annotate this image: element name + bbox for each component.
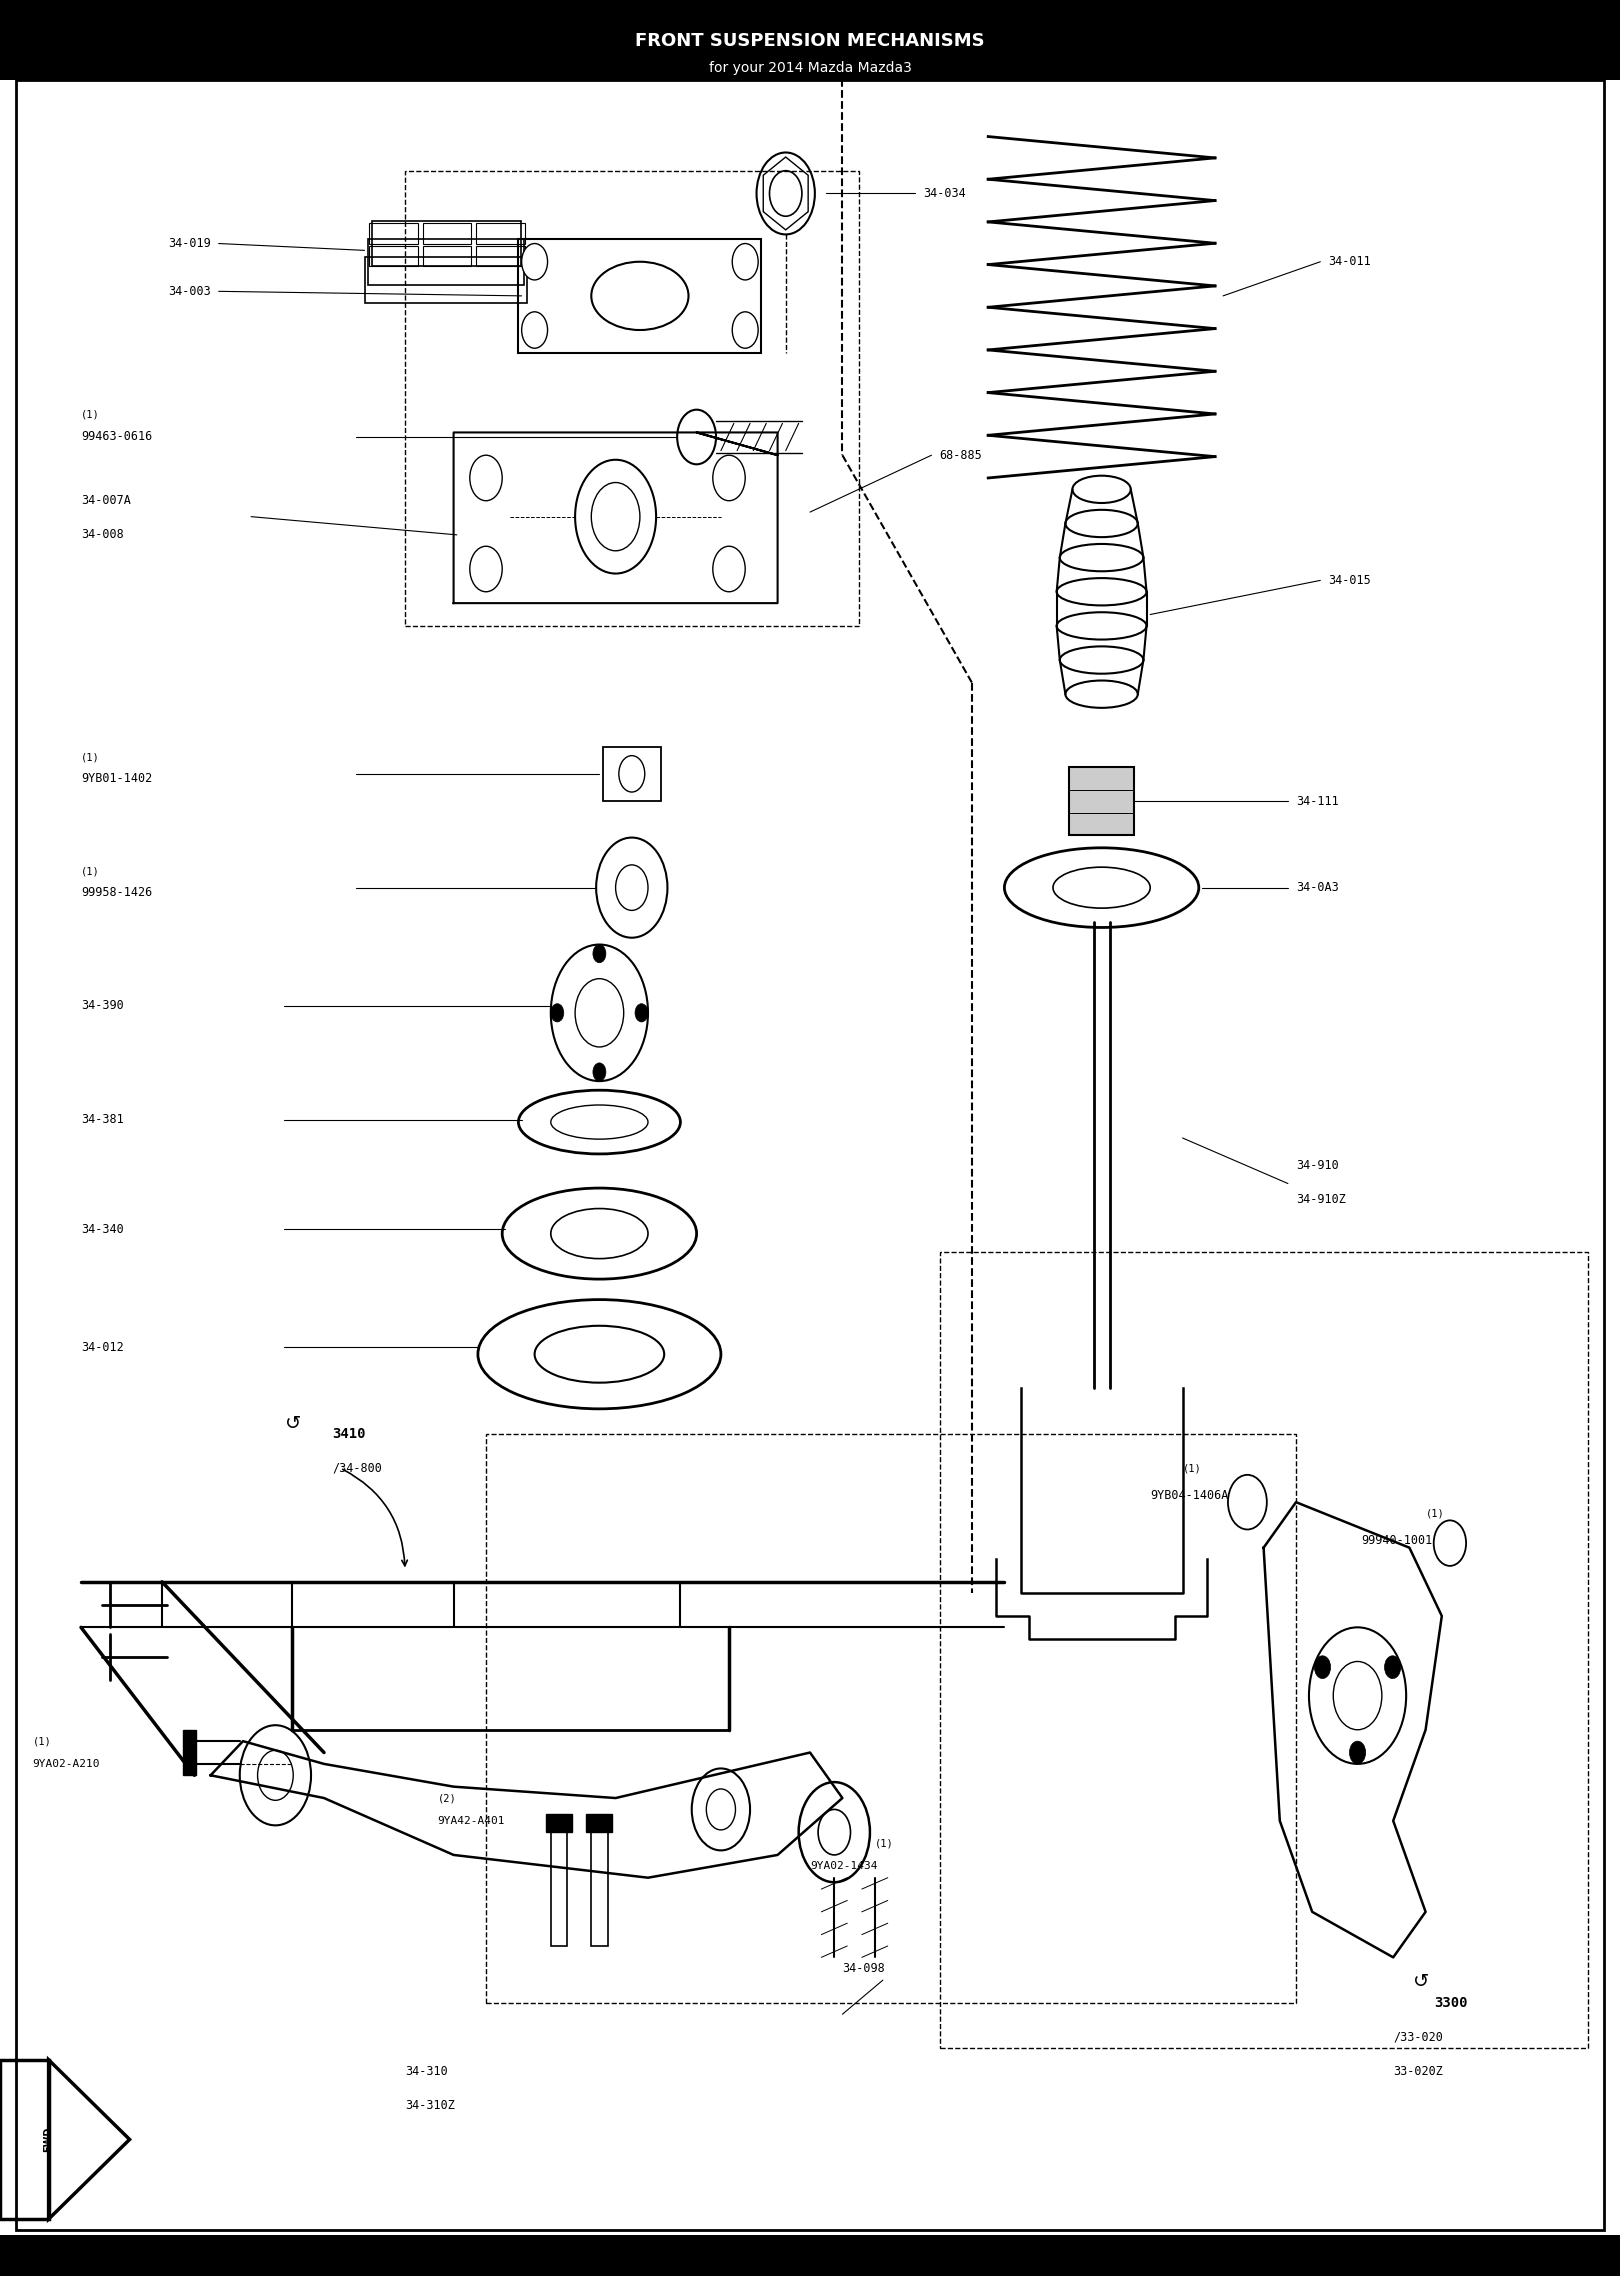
Text: 34-910: 34-910 xyxy=(1296,1158,1338,1172)
Circle shape xyxy=(1314,1657,1330,1680)
Text: (1): (1) xyxy=(1183,1463,1202,1473)
Text: 34-003: 34-003 xyxy=(168,284,211,298)
Bar xyxy=(0,2235,1620,2276)
Text: (1): (1) xyxy=(875,1839,894,1848)
Text: (1): (1) xyxy=(1426,1509,1445,1518)
Text: FRONT SUSPENSION MECHANISMS: FRONT SUSPENSION MECHANISMS xyxy=(635,32,985,50)
Bar xyxy=(373,221,522,266)
Text: for your 2014 Mazda Mazda3: for your 2014 Mazda Mazda3 xyxy=(708,61,912,75)
Circle shape xyxy=(240,1725,311,1825)
Text: 34-111: 34-111 xyxy=(1296,794,1338,808)
Bar xyxy=(368,239,523,284)
Text: 9YA02-1434: 9YA02-1434 xyxy=(810,1862,878,1871)
Circle shape xyxy=(593,1063,606,1081)
Bar xyxy=(423,246,471,266)
Bar xyxy=(0,2060,49,2219)
Bar xyxy=(591,1821,608,1946)
Circle shape xyxy=(1228,1475,1267,1529)
Text: 99463-0616: 99463-0616 xyxy=(81,430,152,444)
Bar xyxy=(486,1434,1296,2003)
Text: 34-310Z: 34-310Z xyxy=(405,2098,455,2112)
Text: 9YA42-A401: 9YA42-A401 xyxy=(437,1816,505,1825)
Bar xyxy=(423,223,471,244)
Text: (2): (2) xyxy=(437,1793,457,1803)
Circle shape xyxy=(522,244,548,280)
Bar xyxy=(369,246,418,266)
Text: $\circlearrowleft$: $\circlearrowleft$ xyxy=(1409,1971,1430,1989)
Circle shape xyxy=(551,1004,564,1022)
Bar xyxy=(546,1814,572,1832)
Text: 34-381: 34-381 xyxy=(81,1113,123,1127)
Text: /34-800: /34-800 xyxy=(332,1461,382,1475)
Ellipse shape xyxy=(551,1209,648,1259)
Circle shape xyxy=(1385,1657,1401,1680)
Text: 34-340: 34-340 xyxy=(81,1222,123,1236)
Text: 34-007A: 34-007A xyxy=(81,494,131,508)
Text: $\circlearrowleft$: $\circlearrowleft$ xyxy=(282,1413,301,1432)
Circle shape xyxy=(732,244,758,280)
Text: 34-034: 34-034 xyxy=(923,187,966,200)
Text: 34-390: 34-390 xyxy=(81,999,123,1013)
Circle shape xyxy=(522,312,548,348)
Bar xyxy=(603,747,661,801)
Text: 99940-1001: 99940-1001 xyxy=(1361,1534,1432,1548)
Text: 34-011: 34-011 xyxy=(1328,255,1371,269)
Text: 99958-1426: 99958-1426 xyxy=(81,885,152,899)
Bar xyxy=(476,246,525,266)
Bar xyxy=(518,239,761,353)
Text: (1): (1) xyxy=(81,410,100,419)
Bar xyxy=(369,223,418,244)
Circle shape xyxy=(770,171,802,216)
Circle shape xyxy=(1434,1520,1466,1566)
Text: (1): (1) xyxy=(81,867,100,876)
Bar xyxy=(586,1814,612,1832)
Text: 3300: 3300 xyxy=(1434,1996,1468,2010)
Ellipse shape xyxy=(1004,849,1199,929)
Text: 34-310: 34-310 xyxy=(405,2064,447,2078)
Text: /33-020: /33-020 xyxy=(1393,2030,1443,2044)
Circle shape xyxy=(692,1768,750,1850)
Text: FWD: FWD xyxy=(44,2126,53,2153)
Text: 9YB04-1406A: 9YB04-1406A xyxy=(1150,1489,1228,1502)
Text: 33-020Z: 33-020Z xyxy=(1393,2064,1443,2078)
Text: 9YB01-1402: 9YB01-1402 xyxy=(81,772,152,785)
Text: 34-910Z: 34-910Z xyxy=(1296,1193,1346,1206)
Circle shape xyxy=(732,312,758,348)
Bar xyxy=(476,223,525,244)
Text: 68-885: 68-885 xyxy=(940,448,982,462)
Bar xyxy=(405,171,859,626)
Text: 34-019: 34-019 xyxy=(168,237,211,250)
Bar xyxy=(183,1730,196,1775)
Circle shape xyxy=(1349,1741,1366,1764)
Text: 34-0A3: 34-0A3 xyxy=(1296,881,1338,894)
Text: 3410: 3410 xyxy=(332,1427,366,1441)
Bar xyxy=(1069,767,1134,835)
Text: 34-012: 34-012 xyxy=(81,1341,123,1354)
Text: 34-015: 34-015 xyxy=(1328,574,1371,587)
Text: 34-098: 34-098 xyxy=(842,1962,885,1976)
Text: (1): (1) xyxy=(32,1737,52,1746)
Circle shape xyxy=(677,410,716,464)
Text: 34-008: 34-008 xyxy=(81,528,123,542)
Bar xyxy=(940,1252,1588,2048)
Circle shape xyxy=(635,1004,648,1022)
Bar xyxy=(551,1821,567,1946)
Bar xyxy=(364,257,526,303)
Bar xyxy=(0,0,1620,80)
Circle shape xyxy=(799,1782,870,1882)
Text: 9YA02-A210: 9YA02-A210 xyxy=(32,1759,100,1768)
Circle shape xyxy=(593,945,606,963)
Text: (1): (1) xyxy=(81,753,100,762)
